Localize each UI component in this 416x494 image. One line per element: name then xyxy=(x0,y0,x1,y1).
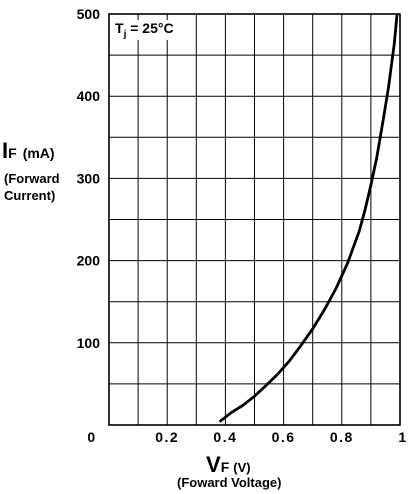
x-axis-unit: (V) xyxy=(233,460,251,475)
y-tick-label: 200 xyxy=(77,253,101,269)
junction-temperature-annotation: Tj = 25°C xyxy=(112,20,177,40)
x-tick-label: 0.6 xyxy=(272,429,296,445)
x-tick-label: 0.8 xyxy=(330,429,354,445)
plot-frame xyxy=(108,13,401,426)
y-axis-unit: (mA) xyxy=(22,145,55,161)
y-axis-symbol: I xyxy=(2,138,9,163)
x-axis-symbol: V xyxy=(206,452,221,477)
x-tick-label: 0.4 xyxy=(213,429,237,445)
x-axis-subscript: F xyxy=(220,459,230,475)
x-tick-label: 1 xyxy=(398,429,407,445)
y-tick-label: 400 xyxy=(77,88,101,104)
annotation-symbol: T xyxy=(115,20,124,36)
annotation-subscript: j xyxy=(123,28,127,40)
x-axis-description: (Foward Voltage) xyxy=(177,475,282,490)
y-axis-description: (Forward Current) xyxy=(4,170,74,204)
x-tick-label: 0 xyxy=(87,429,96,445)
y-tick-label: 300 xyxy=(77,170,101,186)
grid-lines xyxy=(109,14,400,425)
x-axis-label: VF (V) xyxy=(206,452,251,478)
y-tick-label: 500 xyxy=(77,6,101,22)
y-axis-description-line1: (Forward xyxy=(4,171,60,186)
y-tick-label: 100 xyxy=(77,335,101,351)
annotation-value: = 25°C xyxy=(126,20,174,36)
tick-labels: 0 0.2 0.4 0.6 0.8 1 100 200 300 400 500 xyxy=(77,6,407,445)
series-line xyxy=(218,13,399,423)
y-axis-description-line2: Current) xyxy=(4,188,56,203)
y-axis-label: IF (mA) xyxy=(2,138,55,164)
y-axis-subscript: F xyxy=(8,145,17,161)
x-tick-label: 0.2 xyxy=(155,429,179,445)
